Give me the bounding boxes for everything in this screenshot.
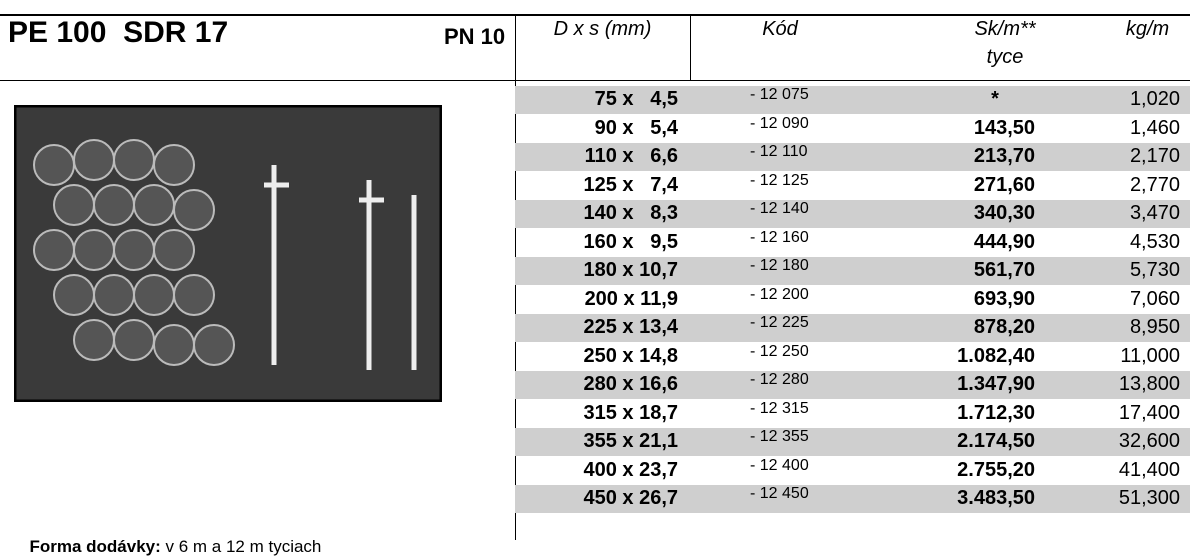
weight: 11,000 (1120, 344, 1180, 367)
dimension: 160 x 9,5 (583, 230, 678, 253)
price: 878,20 (973, 316, 1035, 338)
code: - 12 280 (750, 371, 809, 388)
dimension: 355 x 21,1 (583, 430, 678, 452)
table-row: 90 x 5,4 - 12 090 143,50 1,460 (515, 115, 1190, 143)
code: - 12 250 (750, 342, 809, 360)
price: 444,90 (973, 230, 1035, 253)
table-row: 125 x 7,4 - 12 125 271,60 2,770 (515, 172, 1190, 200)
weight: 2,770 (1129, 173, 1180, 196)
code: - 12 225 (750, 314, 809, 331)
dimension: 125 x 7,4 (583, 173, 678, 196)
header-rule (0, 80, 1190, 81)
weight: 13,800 (1118, 373, 1180, 395)
table-row: 110 x 6,6 - 12 110 213,70 2,170 (515, 143, 1190, 171)
price: 2.174,50 (957, 430, 1035, 452)
weight: 8,950 (1129, 316, 1180, 338)
table-row: 315 x 18,7 - 12 315 1.712,30 17,400 (515, 400, 1190, 428)
table-row: 75 x 4,5 - 12 075 * 1,020 (515, 86, 1190, 114)
code: - 12 125 (750, 171, 809, 189)
pressure: PN 10 (444, 24, 506, 49)
dimension: 400 x 23,7 (583, 458, 678, 481)
weight: 4,530 (1129, 230, 1180, 253)
price: * (991, 88, 999, 110)
table-row: 280 x 16,6 - 12 280 1.347,90 13,800 (515, 371, 1190, 399)
price: 561,70 (973, 259, 1035, 281)
table-row: 180 x 10,7 - 12 180 561,70 5,730 (515, 257, 1190, 285)
weight: 1,020 (1129, 88, 1180, 110)
price: 271,60 (973, 173, 1035, 196)
price: 693,90 (973, 287, 1035, 310)
price: 3.483,50 (957, 487, 1035, 509)
col-header: Kód (762, 18, 798, 40)
weight: 32,600 (1118, 430, 1180, 452)
dimension: 90 x 5,4 (594, 116, 678, 139)
code: - 12 110 (750, 143, 808, 160)
code: - 12 090 (750, 114, 809, 132)
code: - 12 315 (750, 399, 809, 417)
price: 143,50 (973, 116, 1035, 139)
top-rule (0, 14, 1190, 16)
price: 1.082,40 (957, 344, 1035, 367)
dimension: 250 x 14,8 (583, 344, 678, 367)
dimension: 75 x 4,5 (594, 88, 678, 110)
code: - 12 450 (750, 485, 809, 502)
col-header: D x s (mm) (553, 18, 652, 40)
footer: Forma dodávky: v 6 m a 12 m tyciach (20, 517, 321, 557)
dimension: 180 x 10,7 (583, 259, 678, 281)
price: 340,30 (973, 202, 1035, 224)
dimension: 200 x 11,9 (584, 287, 678, 310)
weight: 7,060 (1129, 287, 1180, 310)
product-photo (14, 105, 442, 402)
dimension: 140 x 8,3 (583, 202, 678, 224)
table-row: 355 x 21,1 - 12 355 2.174,50 32,600 (515, 428, 1190, 456)
weight: 17,400 (1118, 401, 1180, 424)
table-row: 160 x 9,5 - 12 160 444,90 4,530 (515, 229, 1190, 257)
code: - 12 075 (750, 86, 809, 103)
dimension: 280 x 16,6 (583, 373, 678, 395)
code: - 12 355 (750, 428, 809, 445)
col-header-sub: tyce (986, 46, 1024, 68)
title: PE 100 SDR 17 (8, 16, 229, 49)
price: 2.755,20 (957, 458, 1035, 481)
table-row: 200 x 11,9 - 12 200 693,90 7,060 (515, 286, 1190, 314)
dimension: 225 x 13,4 (583, 316, 678, 338)
dimension: 110 x 6,6 (584, 145, 678, 167)
dimension: 315 x 18,7 (583, 401, 678, 424)
code: - 12 160 (750, 228, 809, 246)
weight: 41,400 (1118, 458, 1180, 481)
table-row: 250 x 14,8 - 12 250 1.082,40 11,000 (515, 343, 1190, 371)
code: - 12 200 (750, 285, 809, 303)
col-header: Sk/m** (974, 18, 1036, 40)
dimension: 450 x 26,7 (583, 487, 678, 509)
table-row: 140 x 8,3 - 12 140 340,30 3,470 (515, 200, 1190, 228)
price: 1.347,90 (957, 373, 1035, 395)
page: PE 100 SDR 17 PN 10 D x s (mm) Kód Sk/m*… (0, 14, 1190, 556)
table-row: 400 x 23,7 - 12 400 2.755,20 41,400 (515, 457, 1190, 485)
weight: 1,460 (1129, 116, 1180, 139)
table-row: 450 x 26,7 - 12 450 3.483,50 51,300 (515, 485, 1190, 513)
code: - 12 400 (750, 456, 809, 474)
weight: 5,730 (1129, 259, 1180, 281)
weight: 51,300 (1118, 487, 1180, 509)
table-row: 225 x 13,4 - 12 225 878,20 8,950 (515, 314, 1190, 342)
col-header: kg/m (1125, 18, 1170, 40)
weight: 3,470 (1129, 202, 1180, 224)
code: - 12 140 (750, 200, 809, 217)
price: 1.712,30 (957, 401, 1035, 424)
col-divider (690, 15, 691, 81)
code: - 12 180 (750, 257, 809, 274)
weight: 2,170 (1129, 145, 1180, 167)
price: 213,70 (973, 145, 1035, 167)
